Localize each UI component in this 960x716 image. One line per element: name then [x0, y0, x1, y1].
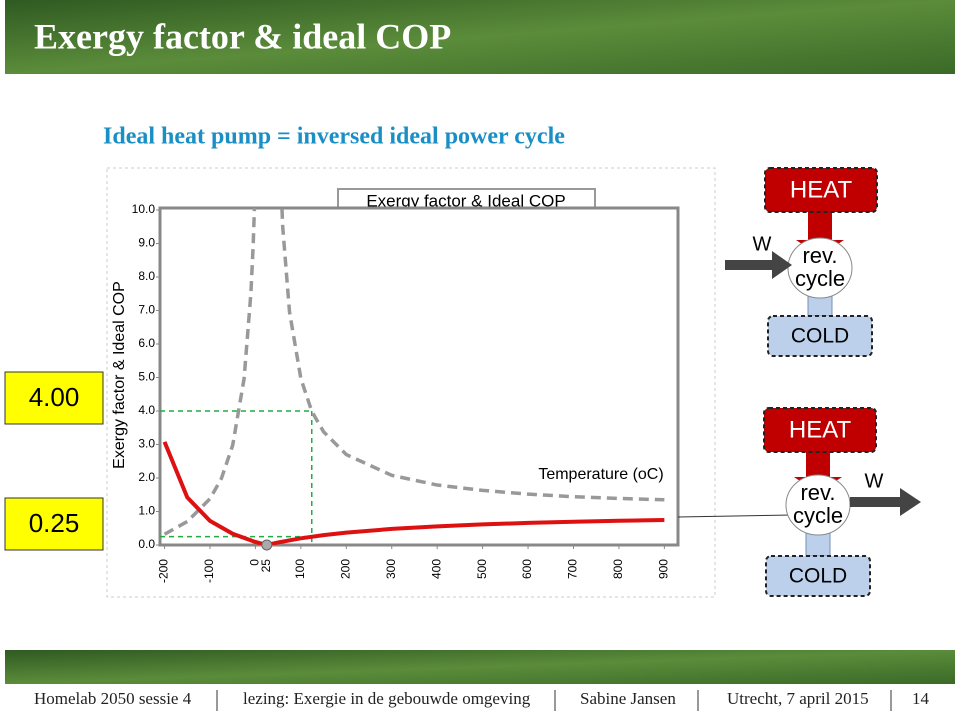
heat-arrow [808, 212, 832, 242]
work-label: W [753, 233, 772, 255]
footer-item: Utrecht, 7 april 2015 [727, 689, 869, 708]
cycle-label: rev. [800, 480, 835, 505]
cold-label: COLD [791, 325, 849, 348]
x-tick-label: 25 [259, 559, 273, 573]
y-axis-label: Exergy factor & Ideal COP [111, 281, 128, 469]
y-tick-label: 6.0 [138, 336, 155, 350]
work-arrow [725, 251, 792, 279]
x-tick-label: 0 [248, 559, 262, 566]
cold-box [765, 555, 871, 597]
guide-label-box [4, 497, 104, 551]
footer-item: Sabine Jansen [580, 689, 676, 708]
y-tick-label: 10.0 [132, 202, 156, 216]
header-banner [5, 0, 955, 74]
guide-label: 0.25 [29, 508, 80, 538]
series-line [162, 441, 665, 545]
heat-label: HEAT [789, 416, 852, 443]
guide-label: 4.00 [29, 382, 80, 412]
cold-box [767, 315, 873, 357]
series-line [163, 208, 665, 536]
heat-label: HEAT [790, 176, 853, 203]
y-tick-label: 7.0 [138, 303, 155, 317]
x-tick-label: -200 [157, 559, 171, 583]
cycle-label: cycle [793, 503, 843, 528]
cold-label: COLD [789, 565, 847, 588]
heat-box [763, 407, 877, 453]
y-tick-label: 1.0 [138, 504, 155, 518]
footer-banner [5, 650, 955, 684]
y-tick-label: 8.0 [138, 269, 155, 283]
cold-arrow [807, 295, 833, 317]
footer: Homelab 2050 sessie 4 lezing: Exergie in … [34, 689, 930, 711]
x-tick-label: 500 [475, 559, 489, 579]
y-tick-label: 5.0 [138, 370, 155, 384]
x-tick-label: 900 [657, 559, 671, 579]
x-tick-label: 700 [566, 559, 580, 579]
footer-item: Homelab 2050 sessie 4 [34, 689, 192, 708]
x-tick-label: -100 [202, 559, 216, 583]
footer-item: lezing: Exergie in de gebouwde omgeving [243, 689, 531, 708]
x-axis-label: Temperature (oC) [538, 466, 663, 483]
x-tick-label: 300 [384, 559, 398, 579]
heat-box [764, 167, 878, 213]
slide-subtitle: Ideal heat pump = inversed ideal power c… [103, 124, 565, 150]
work-arrow [850, 488, 921, 516]
y-tick-label: 0.0 [138, 537, 155, 551]
cycle-label: rev. [802, 243, 837, 268]
connector [677, 514, 793, 518]
x-tick-label: 400 [429, 559, 443, 579]
work-label: W [865, 470, 884, 492]
x-tick-label: 100 [293, 559, 307, 579]
y-tick-label: 4.0 [138, 403, 155, 417]
cycle-node [787, 237, 853, 299]
cycle-label: cycle [795, 266, 845, 291]
chart: Exergy factor & Ideal COPof heat at a gi… [4, 188, 793, 583]
chart-title: Exergy factor & Ideal COP [366, 191, 565, 210]
y-tick-label: 9.0 [138, 236, 155, 250]
y-tick-label: 2.0 [138, 470, 155, 484]
x-tick-label: 600 [520, 559, 534, 579]
series-group [162, 208, 665, 545]
footer-item: 14 [912, 689, 930, 708]
plot-area [158, 206, 680, 547]
x-tick-label: 800 [611, 559, 625, 579]
cold-arrow [805, 532, 831, 557]
slide-title: Exergy factor & ideal COP [34, 16, 451, 56]
x-tick-label: 200 [338, 559, 352, 579]
y-tick-label: 3.0 [138, 437, 155, 451]
marker [261, 539, 273, 551]
guide-label-box [4, 371, 104, 425]
